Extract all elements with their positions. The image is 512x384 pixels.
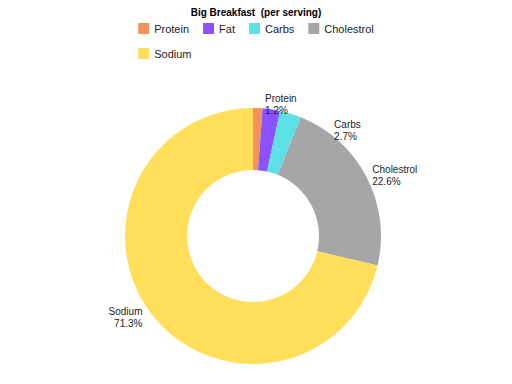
svg-text:71.3%: 71.3% — [114, 318, 142, 329]
svg-text:Carbs: Carbs — [265, 23, 295, 35]
svg-text:1.2%: 1.2% — [265, 105, 288, 116]
svg-text:2.7%: 2.7% — [334, 131, 357, 142]
svg-text:Cholestrol: Cholestrol — [372, 164, 417, 175]
svg-text:Big Breakfast (per serving): Big Breakfast (per serving) — [191, 7, 322, 18]
svg-text:Sodium: Sodium — [109, 306, 143, 317]
svg-text:22.6%: 22.6% — [372, 176, 400, 187]
svg-text:Protein: Protein — [154, 23, 189, 35]
svg-text:Fat: Fat — [219, 23, 235, 35]
svg-text:Sodium: Sodium — [154, 48, 191, 60]
svg-text:Cholestrol: Cholestrol — [324, 23, 374, 35]
svg-text:Carbs: Carbs — [334, 119, 361, 130]
svg-text:Protein: Protein — [265, 93, 297, 104]
